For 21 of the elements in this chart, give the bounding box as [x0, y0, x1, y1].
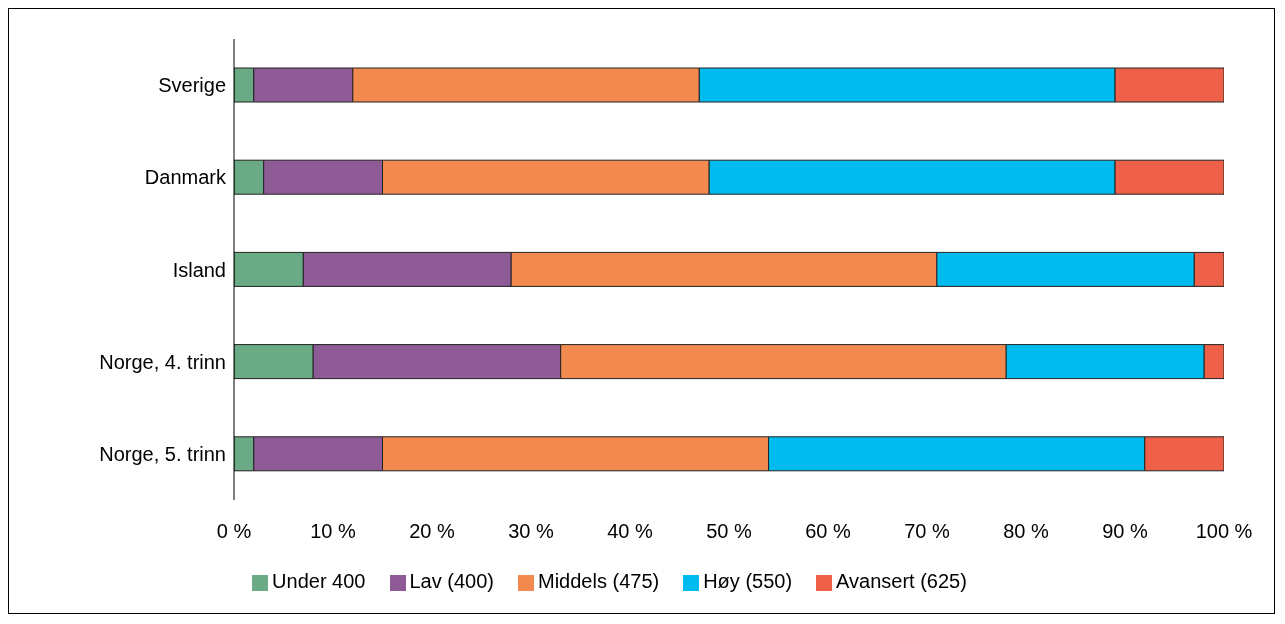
- x-tick-label: 90 %: [1102, 520, 1149, 543]
- x-tick-label: 80 %: [1003, 520, 1050, 543]
- legend-label: Høy (550): [703, 570, 793, 592]
- x-tick-label: 20 %: [409, 520, 456, 543]
- x-tick-label: 40 %: [607, 520, 654, 543]
- x-tick-label: 60 %: [805, 520, 852, 543]
- x-tick-label: 70 %: [904, 520, 951, 543]
- y-tick-label: Norge, 5. trinn: [99, 443, 226, 465]
- legend-label: Middels (475): [538, 570, 660, 592]
- x-tick-label: 30 %: [508, 520, 555, 543]
- y-tick-label: Sverige: [158, 74, 226, 97]
- y-tick-label: Island: [172, 258, 226, 281]
- x-tick-label: 100 %: [1195, 520, 1253, 543]
- legend-label: Lav (400): [409, 570, 494, 592]
- x-tick-label: 10 %: [310, 520, 357, 543]
- x-tick-label: 50 %: [706, 520, 753, 543]
- legend-label: Under 400: [272, 570, 366, 592]
- y-tick-label: Danmark: [144, 166, 227, 189]
- x-tick-label: 0 %: [216, 520, 252, 543]
- legend-label: Avansert (625): [836, 570, 967, 592]
- y-tick-label: Norge, 4. trinn: [99, 350, 226, 373]
